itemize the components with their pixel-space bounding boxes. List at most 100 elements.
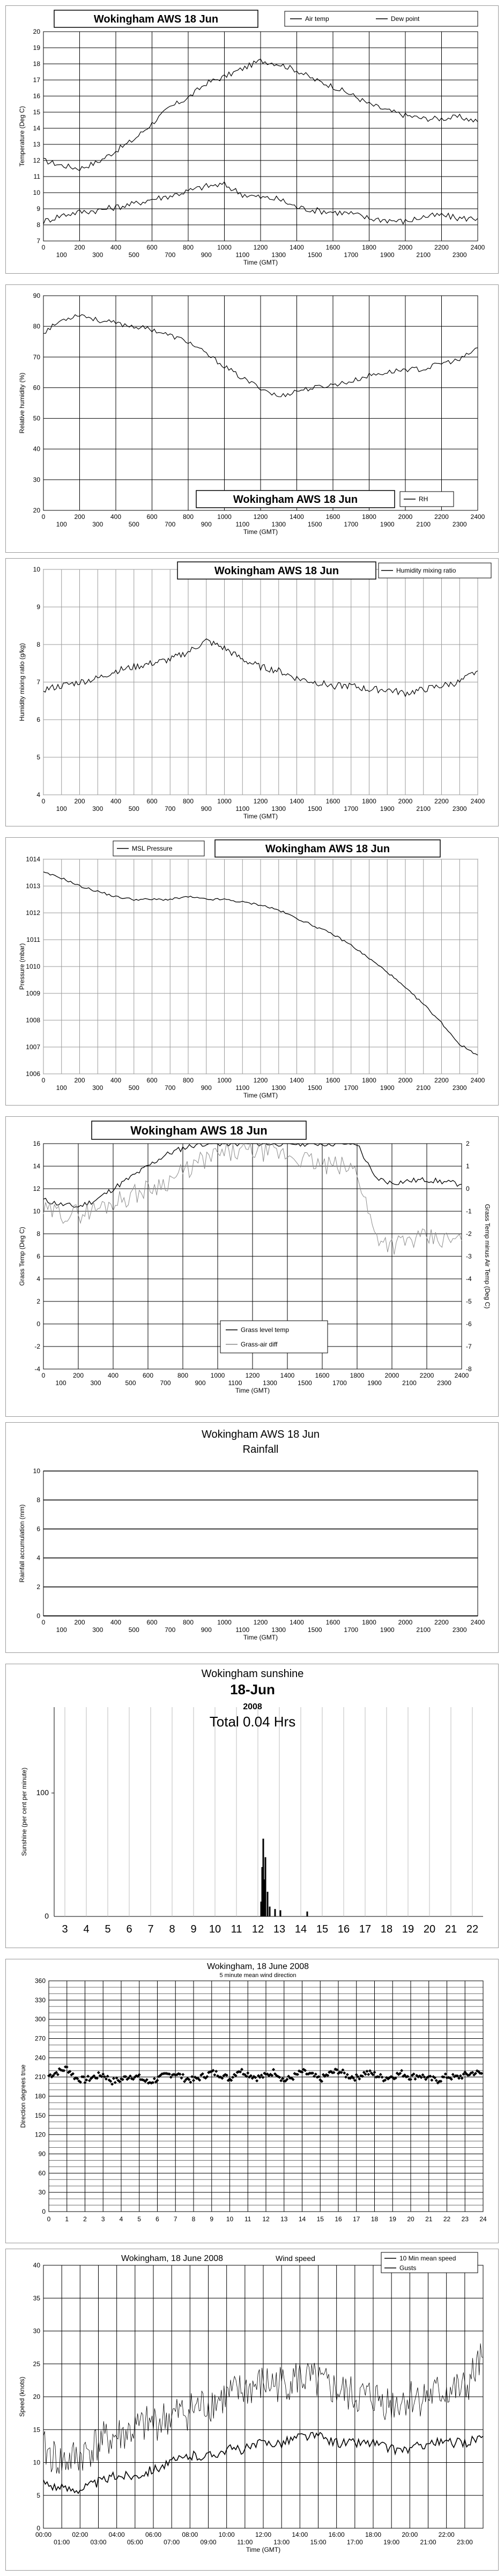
x-tick-label: 2400 [471,1619,485,1626]
x-tick-label: 15 [316,1923,328,1935]
x-tick-label: 18:00 [365,2531,381,2538]
direction-point [434,2079,438,2082]
y-tick-label: 10 [33,566,41,573]
x-tick-label: 1300 [271,251,286,259]
direction-point [339,2070,343,2074]
y-tick-label: 30 [39,2189,46,2196]
direction-point [124,2075,128,2079]
y-tick-label: 210 [35,2073,46,2081]
y-tick-label: 17 [33,76,41,84]
y-tick-label: 12 [33,157,41,164]
direction-point [320,2080,324,2083]
x-tick-label: 500 [125,1379,136,1387]
direction-point [364,2072,367,2076]
direction-point [361,2074,364,2078]
direction-point [100,2075,103,2079]
y-tick-label: 0 [42,2208,46,2215]
x-tick-label: 400 [110,797,121,805]
y-tick-label: 0 [36,2524,40,2532]
x-axis-label: Time (GMT) [243,259,278,266]
sunshine-bar [279,1910,281,1916]
x-tick-label: 1200 [246,1372,260,1379]
x-tick-label: 1000 [217,244,232,251]
x-tick-label: 1200 [254,244,268,251]
y-tick-label: 8 [36,221,40,229]
direction-point [457,2076,461,2080]
x-tick-label: 4 [83,1923,89,1935]
mix-legend-box [378,562,492,579]
y-axis-label: Relative humidity (%) [18,372,26,433]
direction-point [456,2074,459,2078]
x-tick-label: 2400 [471,797,485,805]
x-tick-label: 1500 [308,521,322,528]
x-tick-label: 07:00 [164,2538,180,2546]
legend-rh: RH [419,495,428,503]
speed-legend-box [381,2252,478,2273]
temp-chart-title-box [54,10,258,28]
x-tick-label: 1700 [344,521,358,528]
direction-point [423,2075,426,2079]
x-tick-label: 1100 [235,805,249,813]
pressure-chart: 1006 1007 1008 1009 1010 1011 1012 1013 1014 0 200… [18,839,485,1099]
x-tick-label: 21 [425,2215,433,2223]
x-tick-label: 800 [183,1619,194,1626]
legend-mean-speed: 10 Min mean speed [399,2255,456,2262]
mix-chart-title-box [177,561,376,580]
y-tick-label: 0 [45,1912,49,1920]
x-tick-label: 23:00 [457,2538,473,2546]
x-tick-label: 05:00 [127,2538,143,2546]
direction-point [341,2068,345,2072]
x-tick-label: 800 [177,1372,188,1379]
x-tick-label: 600 [146,1077,157,1084]
y2-tick-label: -2 [466,1230,472,1238]
x-tick-label: 1100 [228,1379,242,1387]
wind-speed-chart: 0 5 10 15 20 25 30 35 40 00:00 02:00 04:00 06:00 08:0… [18,2252,484,2553]
y-tick-label: 270 [35,2035,46,2043]
y-tick-label: 1011 [26,936,40,943]
x-tick-label: 300 [92,805,103,813]
direction-point [287,2074,291,2078]
gusts-line [43,2343,484,2474]
direction-point [468,2073,471,2077]
direction-point [421,2073,425,2077]
x-tick-label: 400 [110,1077,121,1084]
x-tick-label: 1300 [271,1626,286,1634]
x-tick-label: 10 [209,1923,221,1935]
direction-point [151,2081,155,2084]
x-tick-label: 500 [129,251,139,259]
x-tick-label: 200 [74,1619,85,1626]
x-tick-label: 800 [183,797,194,805]
x-tick-label: 08:00 [182,2531,198,2538]
x-tick-label: 13 [273,1923,285,1935]
y-tick-label: 20 [33,28,41,35]
direction-point [368,2069,372,2073]
direction-point [463,2070,467,2074]
x-tick-label: 2200 [434,1077,449,1084]
y-tick-label: 6 [36,716,40,723]
x-tick-label: 1900 [380,521,395,528]
x-tick-label: 300 [92,1084,103,1092]
y-tick-label: 8 [36,641,40,648]
direction-point [201,2072,204,2076]
direction-point [419,2075,423,2079]
y-tick-label: 9 [36,603,40,611]
direction-point [352,2076,355,2080]
direction-point [95,2076,99,2080]
temp-chart-title: Wokingham AWS 18 Jun [94,13,218,25]
direction-point [258,2075,262,2079]
x-tick-label: 1400 [280,1372,295,1379]
y-tick-label: 13 [33,141,41,148]
direction-point [448,2076,452,2080]
direction-point [395,2072,399,2075]
direction-point [169,2075,173,2079]
x-tick-label: 0 [42,797,46,805]
sunshine-bar [266,1892,269,1916]
y-tick-label: 2 [36,1583,40,1591]
direction-point [443,2072,447,2076]
direction-point [51,2074,55,2077]
x-tick-label: 19:00 [383,2538,399,2546]
direction-point [458,2074,462,2077]
direction-point [205,2075,209,2079]
y2-tick-label: 1 [466,1162,470,1170]
